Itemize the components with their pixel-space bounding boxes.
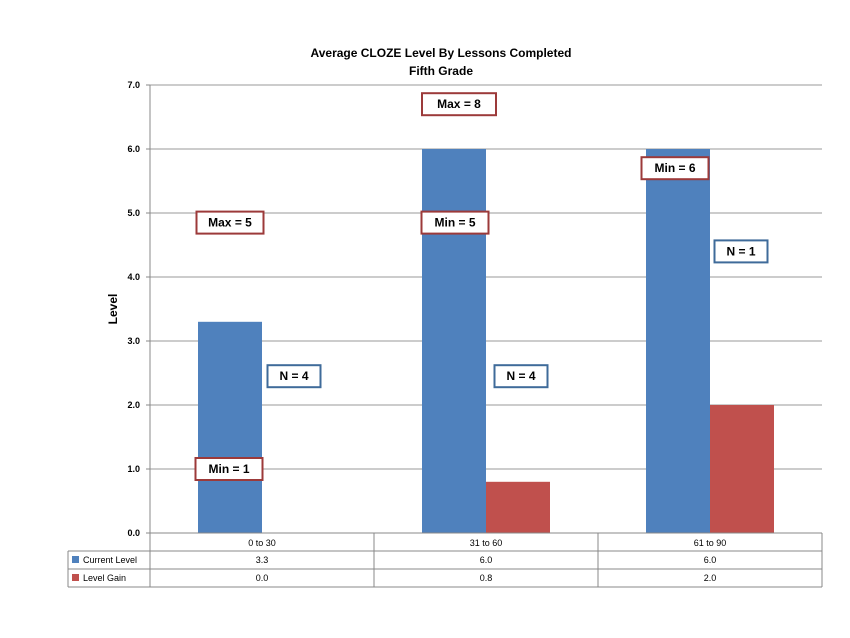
annotation-label: N = 4 — [506, 369, 535, 383]
data-label: 6.0 — [480, 555, 493, 565]
annotation-label: Max = 5 — [208, 216, 252, 230]
data-label: 3.3 — [256, 555, 269, 565]
legend-swatch — [72, 556, 79, 563]
annotation-label: Min = 6 — [654, 161, 695, 175]
annotation-label: Min = 5 — [434, 216, 475, 230]
annotation-label: Max = 8 — [437, 97, 481, 111]
category-label: 61 to 90 — [694, 538, 727, 548]
legend-label: Current Level — [83, 555, 137, 565]
data-label: 0.8 — [480, 573, 493, 583]
y-tick-labels: 0.0 1.0 2.0 3.0 4.0 5.0 6.0 7.0 — [127, 80, 140, 538]
bar-level-gain — [486, 481, 550, 533]
annotation-box — [195, 210, 265, 235]
y-tick-label: 1.0 — [127, 464, 140, 474]
chart-subtitle: Fifth Grade — [409, 64, 473, 78]
y-tick-label: 5.0 — [127, 208, 140, 218]
y-tick-label: 0.0 — [127, 528, 140, 538]
data-label: 0.0 — [256, 573, 269, 583]
annotation-box — [194, 457, 264, 481]
category-label: 0 to 30 — [248, 538, 276, 548]
bar-level-gain — [710, 405, 774, 533]
annotation-label: N = 1 — [726, 244, 755, 258]
annotation-label: Min = 1 — [208, 462, 249, 476]
bar-current-level — [198, 321, 262, 533]
bar-current-level — [646, 149, 710, 533]
annotations: Max = 5 N = 4 Min = 1 Max = 8 Min = 5 N = 4 Mi… — [194, 92, 769, 481]
chart-title: Average CLOZE Level By Lessons Completed — [311, 46, 572, 60]
annotation-box — [420, 210, 490, 235]
legend-swatch — [72, 574, 79, 581]
y-tick-label: 4.0 — [127, 272, 140, 282]
y-tick-label: 3.0 — [127, 336, 140, 346]
data-label: 6.0 — [704, 555, 717, 565]
legend-label: Level Gain — [83, 573, 126, 583]
category-label: 31 to 60 — [470, 538, 503, 548]
data-label: 2.0 — [704, 573, 717, 583]
y-tick-label: 6.0 — [127, 144, 140, 154]
annotation-box — [493, 364, 549, 389]
data-table: 0 to 30 31 to 60 61 to 90 Current Level 3.3 6… — [67, 532, 823, 588]
annotation-box — [266, 364, 322, 389]
bar-current-level — [422, 149, 486, 533]
y-tick-label: 2.0 — [127, 400, 140, 410]
y-tick-label: 7.0 — [127, 80, 140, 90]
annotation-box — [713, 239, 769, 264]
annotation-box — [421, 92, 497, 117]
y-axis-label: Level — [106, 294, 120, 325]
annotation-label: N = 4 — [279, 369, 308, 383]
annotation-box — [640, 156, 710, 181]
